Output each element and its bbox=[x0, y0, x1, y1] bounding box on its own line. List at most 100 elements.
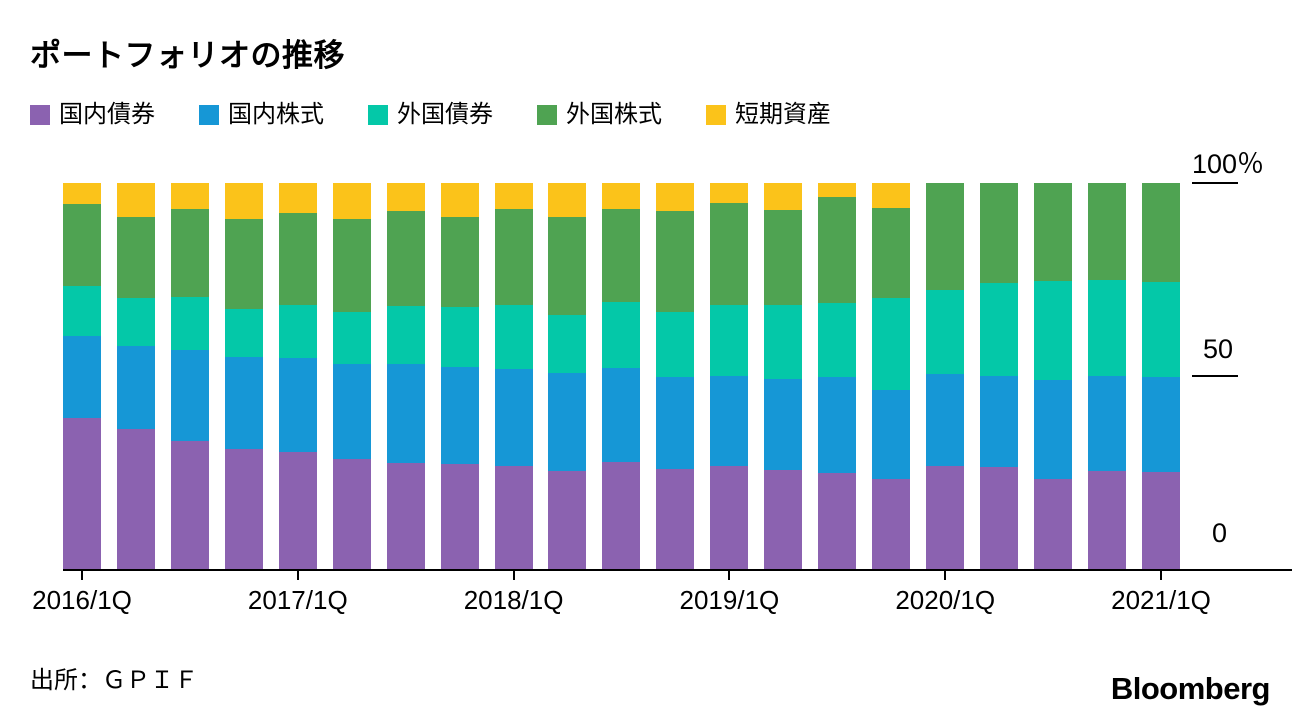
segment-外国債券 bbox=[602, 302, 641, 368]
segment-国内債券 bbox=[332, 459, 371, 569]
segment-外国債券 bbox=[116, 297, 155, 346]
segment-外国債券 bbox=[1033, 281, 1072, 381]
y-axis-tick-100 bbox=[1192, 182, 1238, 184]
segment-外国株式 bbox=[818, 196, 857, 303]
legend-label: 国内債券 bbox=[59, 101, 155, 128]
legend-item-1: 国内株式 bbox=[199, 103, 324, 127]
x-axis-tick-2018/1Q bbox=[512, 571, 515, 580]
segment-短期資産 bbox=[224, 183, 263, 220]
bar-2016/2Q bbox=[116, 183, 155, 569]
segment-短期資産 bbox=[278, 183, 317, 213]
segment-外国株式 bbox=[1087, 183, 1126, 280]
x-axis-label-2021/1Q: 2021/1Q bbox=[1111, 585, 1211, 615]
segment-外国株式 bbox=[224, 219, 263, 310]
segment-国内債券 bbox=[602, 462, 641, 569]
segment-国内株式 bbox=[278, 357, 317, 453]
legend-item-4: 短期資産 bbox=[706, 103, 831, 127]
segment-国内株式 bbox=[602, 367, 641, 463]
segment-外国債券 bbox=[494, 305, 533, 370]
segment-短期資産 bbox=[494, 183, 533, 209]
bloomberg-logo: Bloomberg bbox=[1110, 671, 1271, 706]
segment-短期資産 bbox=[440, 183, 479, 217]
bar-2017/4Q bbox=[440, 183, 479, 569]
segment-外国株式 bbox=[170, 208, 209, 298]
legend-label: 国内株式 bbox=[228, 101, 324, 128]
segment-国内株式 bbox=[1033, 380, 1072, 480]
segment-国内株式 bbox=[1141, 376, 1180, 473]
x-axis-tick-2016/1Q bbox=[81, 571, 83, 580]
legend-item-0: 国内債券 bbox=[30, 103, 155, 127]
segment-外国株式 bbox=[656, 211, 695, 313]
bar-2019/2Q bbox=[764, 183, 803, 569]
segment-外国債券 bbox=[440, 306, 479, 367]
bar-2020/4Q bbox=[1087, 183, 1126, 569]
bar-2020/2Q bbox=[979, 183, 1018, 569]
plot-area bbox=[63, 183, 1180, 569]
segment-国内債券 bbox=[386, 462, 425, 569]
segment-国内株式 bbox=[548, 372, 587, 472]
segment-国内株式 bbox=[170, 349, 209, 442]
source-note: 出所：ＧＰＩＦ bbox=[30, 667, 198, 694]
segment-外国株式 bbox=[979, 183, 1018, 284]
segment-国内株式 bbox=[63, 336, 101, 418]
segment-外国株式 bbox=[1141, 183, 1180, 283]
segment-短期資産 bbox=[170, 183, 209, 209]
segment-外国債券 bbox=[818, 302, 857, 377]
legend: 国内債券 国内株式 外国債券 外国株式 短期資産 bbox=[30, 103, 831, 127]
x-axis-label-2020/1Q: 2020/1Q bbox=[895, 585, 996, 615]
bar-2019/1Q bbox=[710, 183, 749, 569]
segment-国内債券 bbox=[656, 469, 695, 569]
segment-国内債券 bbox=[170, 441, 209, 569]
bar-2019/3Q bbox=[818, 183, 857, 569]
x-axis-label-2016/1Q: 2016/1Q bbox=[32, 585, 132, 615]
x-axis-label-2019/1Q: 2019/1Q bbox=[679, 585, 780, 615]
y-axis-label-100: 100％ bbox=[1192, 149, 1265, 179]
segment-外国株式 bbox=[710, 202, 749, 305]
segment-外国債券 bbox=[224, 309, 263, 357]
legend-label: 外国株式 bbox=[566, 101, 662, 128]
x-axis-label-2017/1Q: 2017/1Q bbox=[247, 585, 348, 615]
segment-国内債券 bbox=[63, 417, 101, 569]
segment-短期資産 bbox=[63, 183, 101, 205]
segment-外国債券 bbox=[170, 297, 209, 350]
x-axis-line bbox=[63, 569, 1292, 571]
segment-外国株式 bbox=[1033, 183, 1072, 282]
segment-国内債券 bbox=[818, 472, 857, 569]
segment-外国債券 bbox=[548, 315, 587, 373]
segment-外国債券 bbox=[1087, 279, 1126, 376]
segment-外国債券 bbox=[278, 305, 317, 358]
segment-外国債券 bbox=[764, 305, 803, 380]
segment-短期資産 bbox=[386, 183, 425, 212]
segment-外国株式 bbox=[332, 218, 371, 313]
segment-国内株式 bbox=[818, 376, 857, 473]
segment-国内株式 bbox=[494, 369, 533, 466]
x-axis-tick-2021/1Q bbox=[1160, 571, 1162, 580]
segment-国内債券 bbox=[224, 449, 263, 569]
segment-外国株式 bbox=[602, 208, 641, 303]
x-axis-tick-2017/1Q bbox=[296, 571, 299, 580]
segment-国内株式 bbox=[979, 375, 1018, 468]
bar-2018/1Q bbox=[494, 183, 533, 569]
segment-国内債券 bbox=[440, 463, 479, 569]
segment-外国債券 bbox=[656, 312, 695, 377]
segment-国内株式 bbox=[440, 366, 479, 464]
segment-外国株式 bbox=[63, 204, 101, 287]
legend-item-3: 外国株式 bbox=[537, 103, 662, 127]
legend-label: 短期資産 bbox=[735, 101, 831, 128]
segment-国内債券 bbox=[764, 469, 803, 569]
segment-外国債券 bbox=[386, 306, 425, 365]
bar-2017/2Q bbox=[332, 183, 371, 569]
bar-2019/4Q bbox=[872, 183, 911, 569]
y-axis-label-50: 50 bbox=[1203, 334, 1234, 364]
segment-国内債券 bbox=[494, 465, 533, 569]
segment-外国債券 bbox=[1141, 282, 1180, 377]
segment-外国株式 bbox=[764, 209, 803, 306]
segment-国内債券 bbox=[116, 429, 155, 569]
chart-title: ポートフォリオの推移 bbox=[30, 38, 345, 73]
y-axis-tick-50 bbox=[1192, 375, 1238, 377]
legend-swatch-icon bbox=[706, 105, 726, 125]
segment-外国株式 bbox=[278, 212, 317, 306]
segment-外国株式 bbox=[494, 208, 533, 306]
segment-国内株式 bbox=[764, 379, 803, 470]
